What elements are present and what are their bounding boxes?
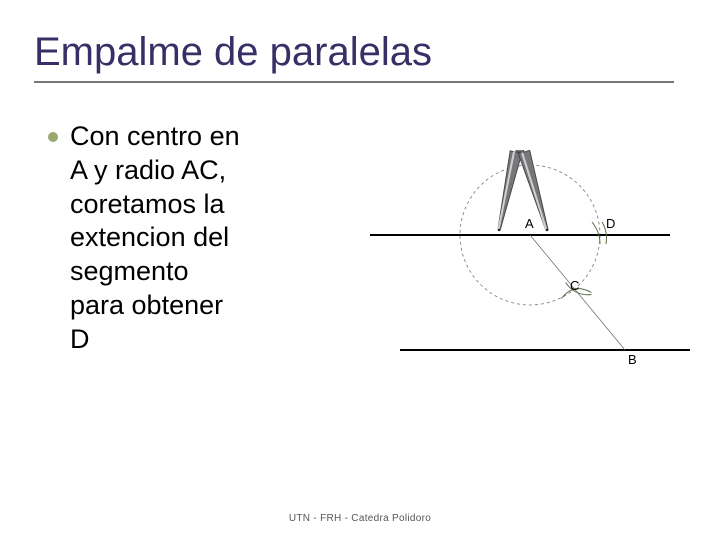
bullet-icon [48, 132, 58, 142]
body-content: Con centro en A y radio AC, coretamos la… [48, 120, 240, 356]
svg-text:B: B [628, 352, 637, 367]
slide: Empalme de paralelas Con centro en A y r… [0, 0, 720, 540]
body-text: Con centro en A y radio AC, coretamos la… [70, 120, 240, 356]
svg-text:D: D [606, 216, 615, 231]
slide-title: Empalme de paralelas [34, 30, 674, 83]
footer-text: UTN - FRH - Catedra Polidoro [0, 513, 720, 524]
svg-text:C: C [570, 278, 579, 293]
svg-text:A: A [525, 216, 534, 231]
diagram-svg: A D C B [370, 150, 690, 410]
compass-diagram: A D C B [370, 150, 690, 410]
